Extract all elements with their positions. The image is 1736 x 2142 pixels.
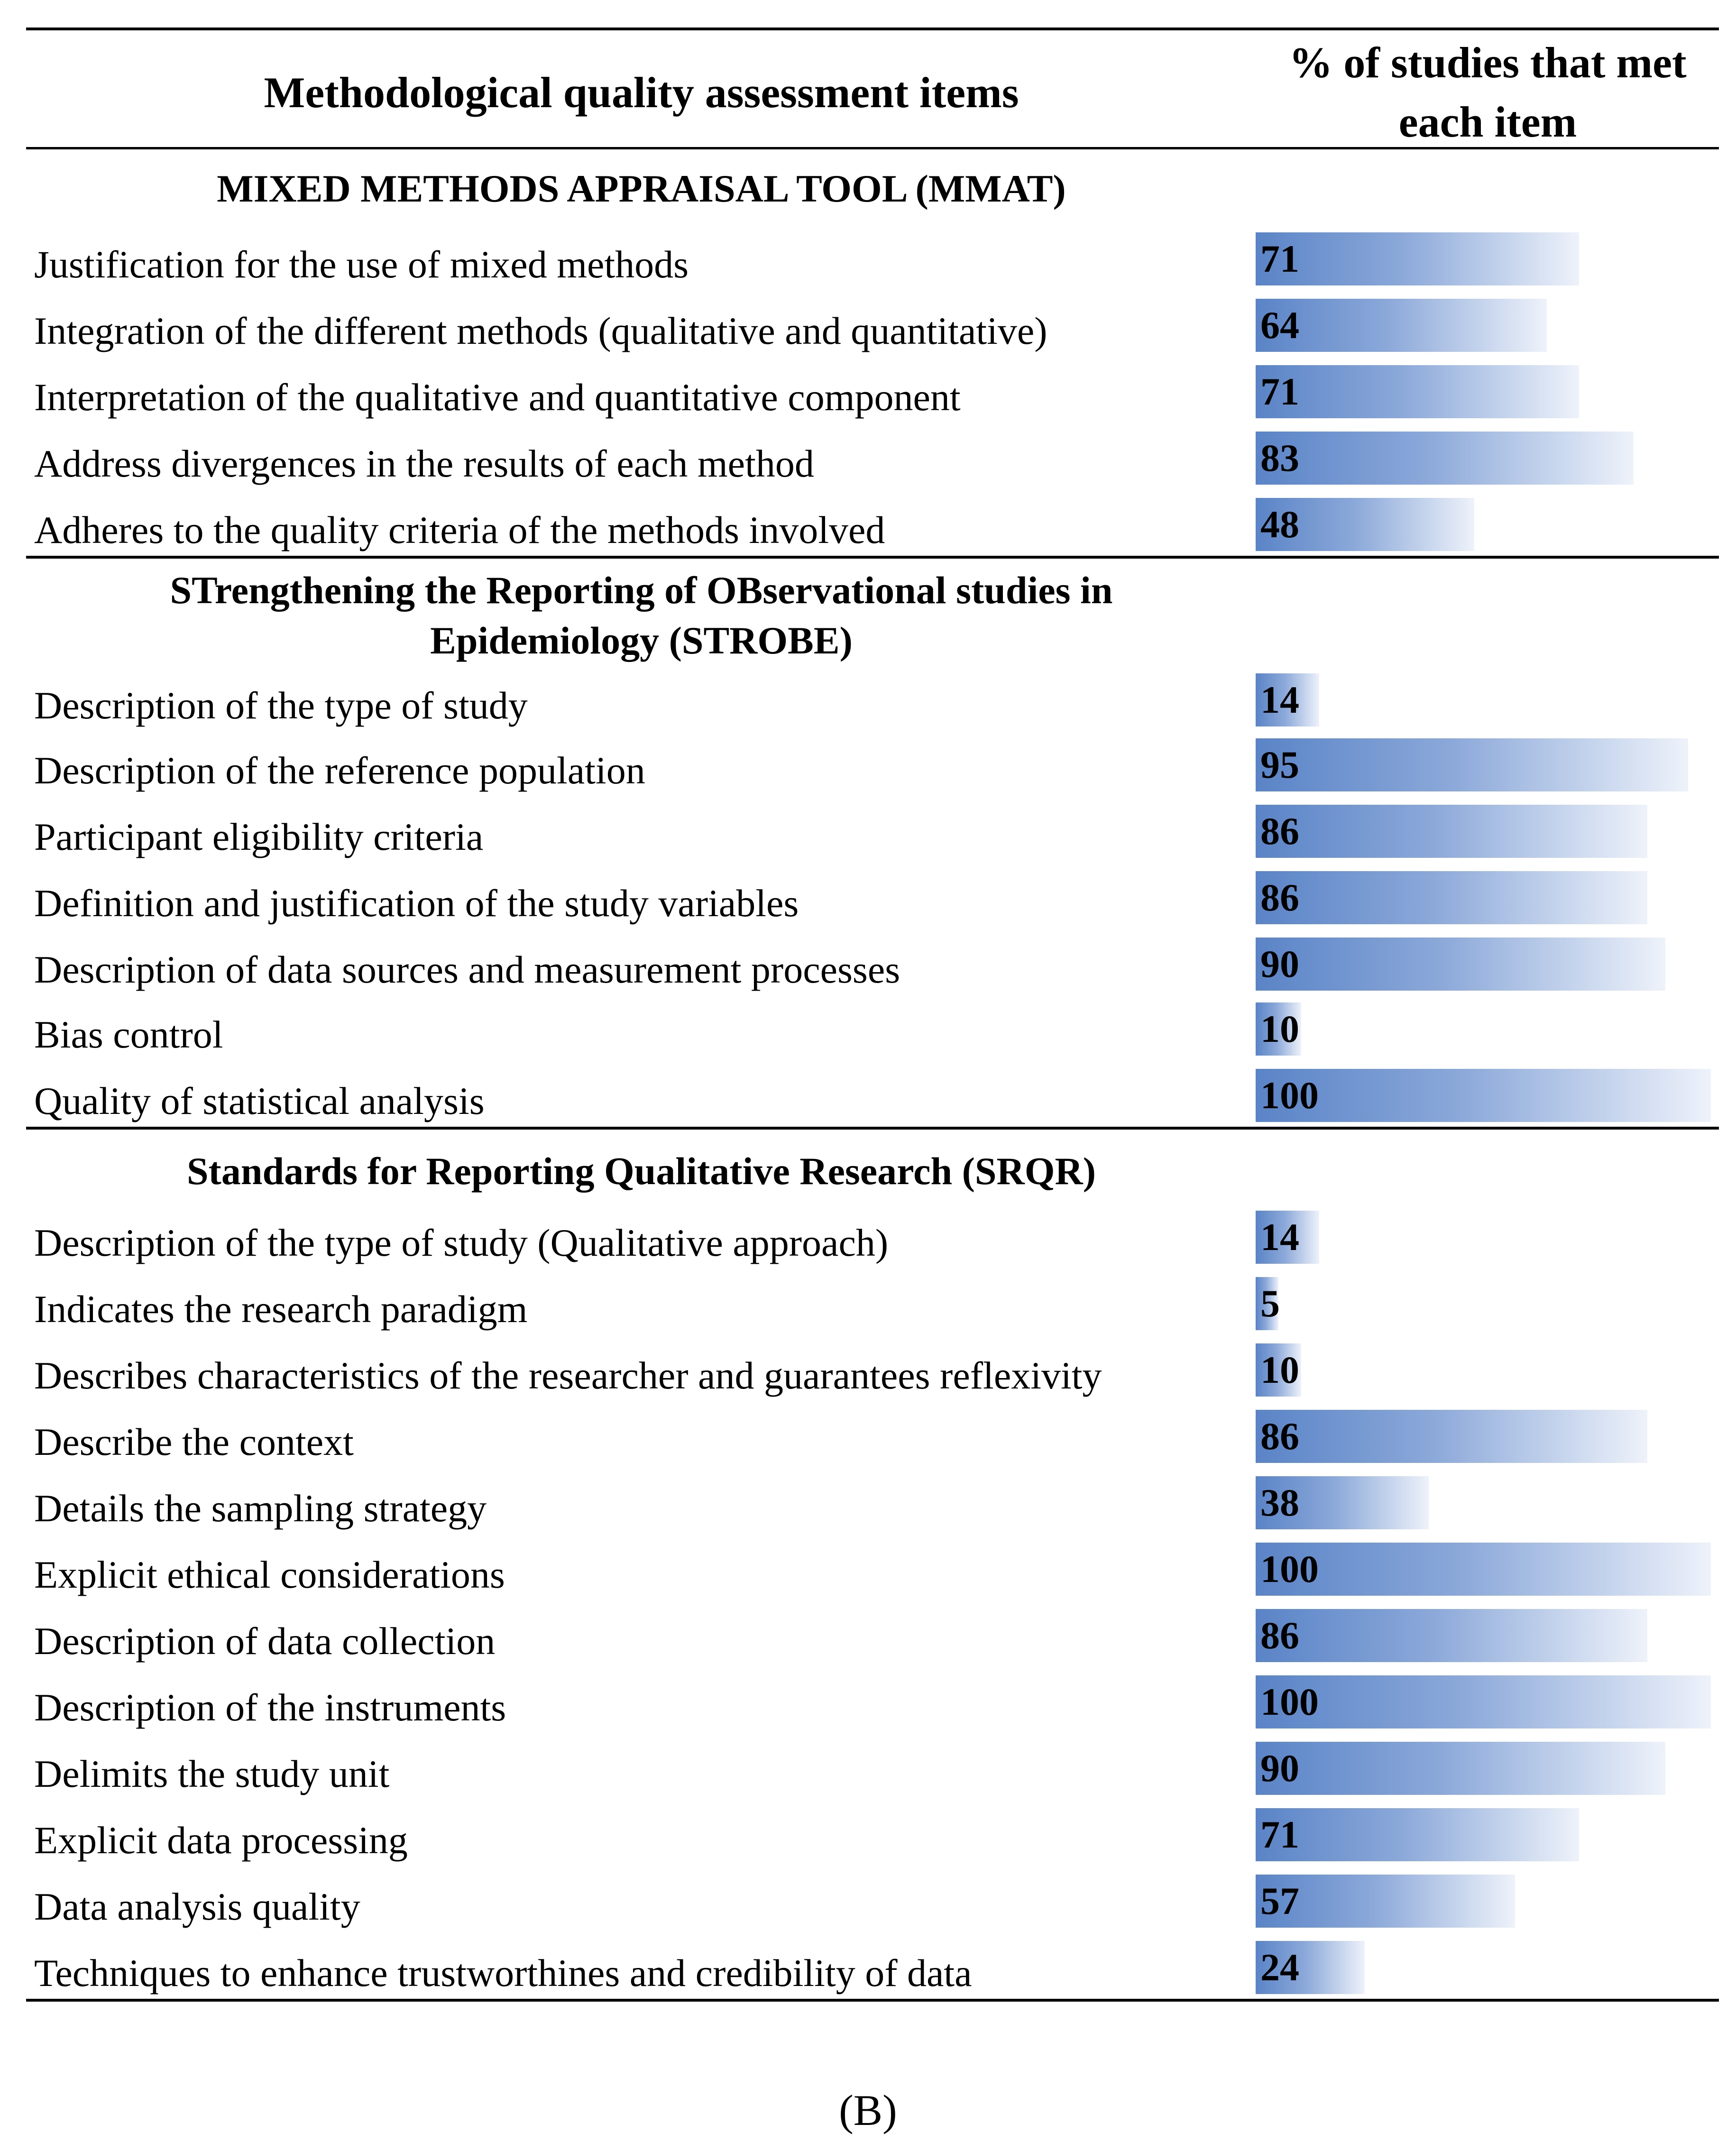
bar: [1256, 365, 1579, 418]
item-label: Adheres to the quality criteria of the m…: [34, 508, 885, 552]
bar-value-label: 100: [1260, 1547, 1319, 1590]
bar-value-label: 86: [1260, 1415, 1299, 1458]
item-label: Integration of the different methods (qu…: [34, 309, 1047, 352]
bar-value-label: 95: [1260, 743, 1299, 786]
bar: [1256, 299, 1547, 352]
item-label: Address divergences in the results of ea…: [34, 442, 814, 485]
item-label: Data analysis quality: [34, 1885, 360, 1928]
bar-value-label: 24: [1260, 1946, 1299, 1989]
bar-value-label: 100: [1260, 1074, 1319, 1117]
item-label: Explicit ethical considerations: [34, 1553, 505, 1596]
bar-value-label: 5: [1260, 1282, 1280, 1325]
bar: [1256, 1609, 1647, 1662]
bar: [1256, 871, 1647, 924]
top-rule: [26, 28, 1719, 30]
bar-value-label: 90: [1260, 1747, 1299, 1790]
bar: [1256, 938, 1665, 991]
bar: [1256, 1742, 1665, 1795]
bar: [1256, 1476, 1429, 1529]
bar: [1256, 498, 1474, 551]
item-label: Description of the type of study (Qualit…: [34, 1221, 889, 1264]
bar: [1256, 738, 1688, 791]
section-rule: [26, 556, 1719, 559]
section-title: Epidemiology (STROBE): [430, 619, 853, 662]
item-label: Bias control: [34, 1013, 223, 1056]
item-label: Description of the type of study: [34, 684, 528, 727]
header-rule: [26, 147, 1719, 149]
bar-value-label: 14: [1260, 1215, 1299, 1259]
bar: [1256, 1941, 1365, 1994]
bar-value-label: 64: [1260, 303, 1299, 347]
bar-value-label: 10: [1260, 1348, 1299, 1391]
item-label: Explicit data processing: [34, 1819, 408, 1862]
item-label: Indicates the research paradigm: [34, 1287, 528, 1331]
column-header-percent-line1: % of studies that met: [1289, 38, 1687, 87]
bar-value-label: 38: [1260, 1481, 1299, 1524]
bar-value-label: 48: [1260, 503, 1299, 546]
bar-value-label: 86: [1260, 876, 1299, 919]
section-title: Standards for Reporting Qualitative Rese…: [186, 1149, 1096, 1193]
bar-value-label: 83: [1260, 436, 1299, 479]
section-rule: [26, 1127, 1719, 1130]
bar-value-label: 100: [1260, 1680, 1319, 1723]
figure-caption: (B): [839, 2086, 897, 2134]
item-label: Interpretation of the qualitative and qu…: [34, 376, 961, 419]
item-label: Definition and justification of the stud…: [34, 882, 799, 925]
bar-value-label: 90: [1260, 942, 1299, 985]
bar: [1256, 805, 1647, 858]
item-label: Quality of statistical analysis: [34, 1079, 485, 1122]
section-rule: [26, 1999, 1719, 2002]
item-label: Participant eligibility criteria: [34, 815, 484, 858]
bar: [1256, 1211, 1319, 1264]
column-header-items: Methodological quality assessment items: [264, 68, 1019, 117]
section-title: MIXED METHODS APPRAISAL TOOL (MMAT): [217, 167, 1066, 210]
bar: [1256, 1069, 1711, 1122]
bar-value-label: 10: [1260, 1007, 1299, 1050]
item-label: Describes characteristics of the researc…: [34, 1354, 1102, 1397]
item-label: Delimits the study unit: [34, 1752, 390, 1795]
item-label: Description of the instruments: [34, 1686, 506, 1729]
bar-value-label: 14: [1260, 678, 1299, 721]
bar: [1256, 1410, 1647, 1463]
item-label: Description of data sources and measurem…: [34, 948, 900, 991]
item-label: Techniques to enhance trustworthines and…: [34, 1951, 972, 1995]
section-title: STrengthening the Reporting of OBservati…: [170, 569, 1113, 612]
column-header-percent-line2: each item: [1398, 98, 1577, 146]
bar-value-label: 86: [1260, 809, 1299, 853]
bar: [1256, 1875, 1515, 1928]
bar: [1256, 1675, 1711, 1728]
bar-value-label: 71: [1260, 370, 1299, 413]
item-label: Describe the context: [34, 1420, 354, 1463]
bar: [1256, 232, 1579, 285]
column-header-percent: % of studies that met each item: [1257, 33, 1719, 152]
bar-value-label: 71: [1260, 237, 1299, 280]
bar: [1256, 1808, 1579, 1861]
bar: [1256, 1002, 1301, 1056]
bar-value-label: 57: [1260, 1879, 1299, 1922]
item-label: Description of the reference population: [34, 749, 645, 792]
item-label: Justification for the use of mixed metho…: [34, 243, 689, 286]
item-label: Description of data collection: [34, 1619, 496, 1663]
bar: [1256, 673, 1319, 726]
bar: [1256, 1543, 1711, 1596]
bar-value-label: 86: [1260, 1614, 1299, 1657]
bar: [1256, 432, 1634, 485]
bar-value-label: 71: [1260, 1813, 1299, 1856]
bar: [1256, 1277, 1278, 1330]
item-label: Details the sampling strategy: [34, 1487, 487, 1530]
bar: [1256, 1343, 1301, 1397]
